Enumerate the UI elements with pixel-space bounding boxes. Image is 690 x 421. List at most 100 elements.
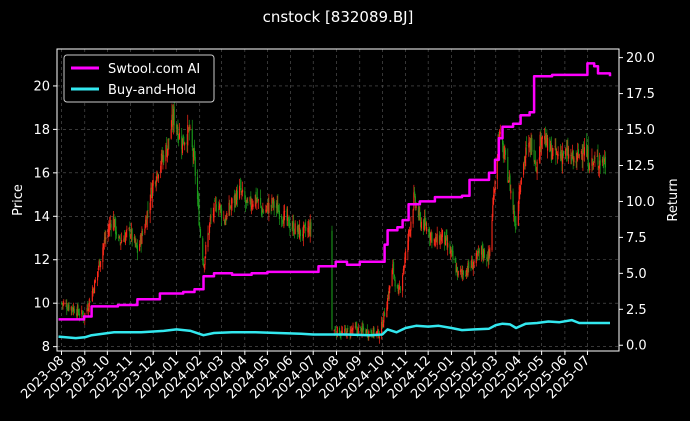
candle-body (481, 244, 483, 254)
candle-body (335, 330, 337, 333)
y2-tick-label: 2.5 (626, 303, 647, 318)
candle-body (231, 198, 233, 204)
candle-body (588, 165, 590, 170)
candle-body (562, 153, 564, 165)
candle-body (134, 236, 136, 245)
candle-body (251, 205, 253, 207)
candle-body (86, 308, 88, 312)
candle-body (344, 327, 347, 331)
candle-body (260, 198, 262, 205)
candle-body (482, 251, 484, 257)
candle-body (429, 233, 431, 241)
candle-body (263, 211, 265, 213)
candle-body (593, 159, 595, 160)
y2-tick-label: 17.5 (626, 87, 655, 102)
candle-body (230, 207, 232, 208)
candle-body (287, 217, 289, 219)
candle-body (451, 248, 453, 253)
candle-body (470, 266, 472, 268)
candle-body (554, 145, 556, 147)
candle-body (586, 143, 588, 157)
candle-body (473, 261, 475, 265)
candle-body (391, 270, 393, 287)
candle-body (381, 322, 383, 328)
candle-body (310, 222, 312, 230)
candle-body (352, 325, 354, 330)
candle-body (261, 209, 263, 215)
candle-body (229, 205, 231, 210)
candle-body (467, 263, 469, 276)
candle-body (291, 227, 293, 229)
candle-body (355, 326, 357, 328)
candle-body (155, 181, 157, 186)
candle-body (601, 159, 604, 163)
candle-body (108, 228, 110, 233)
candle-body (293, 233, 295, 235)
candle-body (414, 196, 416, 206)
candle-body (596, 156, 598, 157)
candle-body (181, 136, 183, 150)
candle-body (226, 213, 228, 220)
candle-body (287, 214, 289, 221)
candle-body (199, 229, 202, 237)
candle-body (125, 231, 127, 236)
candle-body (242, 189, 244, 193)
candle-body (441, 229, 443, 238)
candle-body (105, 237, 107, 240)
candle-body (302, 234, 304, 237)
candle-body (66, 309, 69, 310)
candle-body (294, 223, 296, 234)
candle-body (419, 211, 421, 217)
candle-body (520, 185, 522, 193)
candle-body (445, 235, 447, 238)
candle-body (583, 147, 585, 156)
candle-body (220, 208, 223, 218)
candle-body (194, 156, 196, 176)
candle-body (388, 287, 390, 299)
candle-body (288, 216, 290, 228)
candle-body (104, 237, 106, 241)
candle-body (373, 328, 375, 336)
candle-body (304, 223, 306, 226)
candle-body (598, 165, 600, 169)
candle-body (309, 222, 311, 236)
y-axis-label: Price (11, 184, 26, 216)
candle-body (424, 216, 426, 224)
candle-body (523, 161, 525, 164)
candle-body (213, 203, 215, 218)
candle-body (397, 289, 399, 292)
candle-body (575, 160, 577, 164)
candle-body (433, 239, 435, 241)
candle-body (602, 156, 604, 163)
candle-body (382, 323, 384, 327)
y2-tick-label: 7.5 (626, 231, 647, 246)
candle-body (298, 224, 300, 237)
candle-body (589, 169, 591, 170)
candle-body (97, 268, 99, 271)
candle-body (550, 143, 552, 161)
candle-body (202, 263, 205, 267)
candle-body (557, 154, 559, 157)
candle-body (212, 214, 214, 216)
candle-body (161, 155, 163, 160)
candle-body (376, 331, 378, 334)
candle-body (429, 233, 431, 238)
candle-body (98, 261, 100, 268)
candle-body (498, 130, 501, 139)
candle-body (341, 331, 344, 333)
candle-body (508, 176, 510, 180)
candle-body (244, 191, 246, 200)
candle-body (434, 240, 436, 242)
candle-body (417, 206, 419, 218)
candle-body (393, 261, 395, 275)
candle-body (217, 209, 220, 210)
candle-body (436, 233, 438, 245)
candle-body (193, 151, 195, 161)
candle-body (571, 156, 573, 161)
candle-body (512, 191, 514, 210)
candle-body (444, 235, 446, 246)
candle-body (591, 157, 593, 166)
candle-body (186, 142, 188, 144)
candle-body (492, 205, 494, 218)
candle-body (465, 269, 468, 276)
